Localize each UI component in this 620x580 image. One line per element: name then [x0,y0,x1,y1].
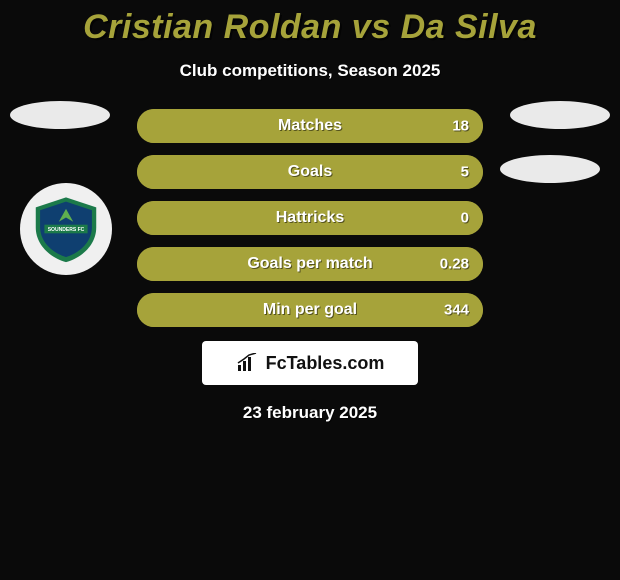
player-avatar-right [510,101,610,129]
subtitle: Club competitions, Season 2025 [0,61,620,81]
stat-value-right: 18 [452,118,469,135]
team-badge-right [500,155,600,183]
branding-text: FcTables.com [266,353,385,374]
stat-value-right: 344 [444,302,469,319]
stat-value-right: 0 [461,210,469,227]
stat-bar: Min per goal 344 [137,293,483,327]
sounders-crest-icon: SOUNDERS FC [30,193,102,265]
avatar-placeholder-icon [510,101,610,129]
stat-bar: Goals 5 [137,155,483,189]
stat-label: Min per goal [263,301,357,319]
stat-bar: Matches 18 [137,109,483,143]
stats-list: Matches 18 Goals 5 Hattricks 0 Goals per match… [137,109,483,327]
avatar-placeholder-icon [10,101,110,129]
stat-label: Matches [278,117,342,135]
stat-value-right: 5 [461,164,469,181]
stat-bar: Hattricks 0 [137,201,483,235]
stat-label: Goals [288,163,332,181]
branding-badge: FcTables.com [202,341,418,385]
stat-label: Hattricks [276,209,344,227]
team-badge-left: SOUNDERS FC [20,183,112,275]
date-label: 23 february 2025 [10,403,610,423]
stat-bar: Goals per match 0.28 [137,247,483,281]
page-title: Cristian Roldan vs Da Silva [0,0,620,47]
svg-text:SOUNDERS FC: SOUNDERS FC [48,227,85,233]
chart-icon [236,353,260,373]
stat-label: Goals per match [247,255,372,273]
stat-value-right: 0.28 [440,256,469,273]
comparison-content: SOUNDERS FC Matches 18 Goals 5 Hattricks 0 Goa… [0,109,620,423]
player-avatar-left [10,101,110,129]
